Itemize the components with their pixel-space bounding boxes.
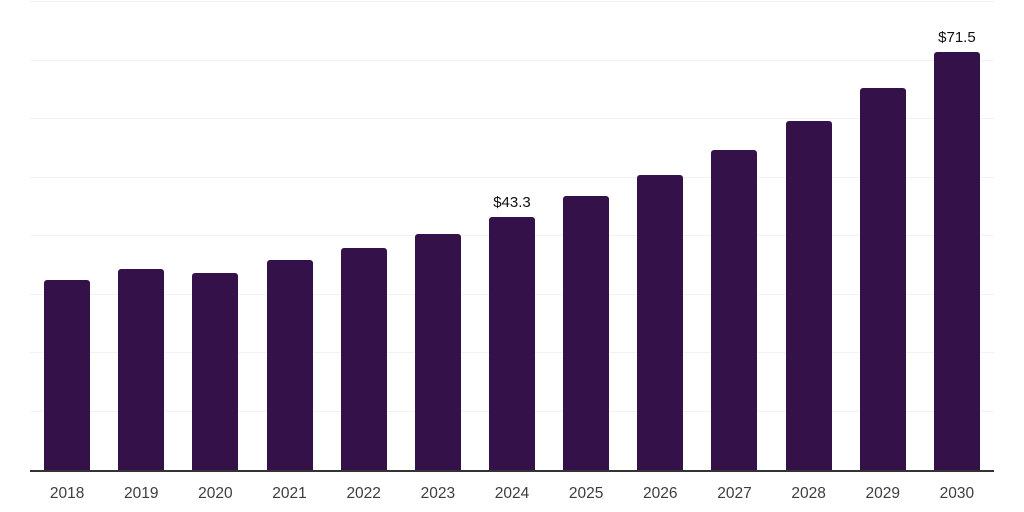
bar-slot-2020 — [178, 2, 252, 470]
bar-slot-2026 — [623, 2, 697, 470]
bar-slot-2027 — [697, 2, 771, 470]
bar-slot-2022 — [327, 2, 401, 470]
bar-slot-2024: $43.3 — [475, 2, 549, 470]
gridline — [30, 118, 994, 119]
bar-data-label-2030: $71.5 — [938, 28, 976, 46]
bar-2030 — [933, 51, 980, 470]
bar-2021 — [266, 260, 313, 470]
x-axis-labels: 2018 2019 2020 2021 2022 2023 2024 2025 2026 2027… — [30, 484, 994, 504]
x-axis-line — [30, 470, 994, 472]
x-tick-label-2025: 2025 — [568, 485, 604, 502]
gridline — [30, 176, 994, 178]
plot-area: $43.3 $71.5 — [30, 1, 994, 470]
x-tick-label-2022: 2022 — [346, 485, 381, 502]
gridline — [30, 59, 994, 61]
bar-2025 — [563, 196, 610, 470]
bar-slot-2028 — [772, 2, 846, 470]
bar-2028 — [785, 120, 832, 470]
gridline — [30, 1, 994, 2]
x-tick-label-2021: 2021 — [272, 485, 307, 502]
x-tick-label-2026: 2026 — [643, 485, 678, 502]
x-tick-label-2020: 2020 — [198, 485, 233, 502]
x-tick-label-2024: 2024 — [494, 485, 530, 502]
bar-2027 — [711, 150, 758, 470]
bar-slot-2029 — [846, 2, 920, 470]
bar-2019 — [118, 269, 165, 470]
bar-2018 — [44, 280, 91, 470]
x-tick-label-2019: 2019 — [123, 485, 159, 502]
x-tick-label-2030: 2030 — [939, 485, 975, 502]
bar-slot-2018 — [30, 2, 104, 470]
bar-slot-2025 — [549, 2, 623, 470]
bar-2023 — [414, 233, 461, 470]
bar-slot-2019 — [104, 2, 178, 470]
x-tick-label-2023: 2023 — [420, 485, 456, 502]
bar-slot-2021 — [252, 2, 326, 470]
bar-2020 — [192, 273, 239, 470]
bar-2029 — [859, 88, 906, 470]
x-tick-label-2029: 2029 — [865, 485, 900, 502]
bar-2024 — [488, 216, 535, 470]
x-tick-label-2028: 2028 — [791, 485, 826, 502]
bar-slot-2030: $71.5 — [920, 2, 994, 470]
bar-data-label-2024: $43.3 — [493, 193, 531, 211]
bar-2022 — [340, 248, 387, 470]
x-tick-label-2027: 2027 — [717, 485, 752, 502]
bar-slot-2023 — [401, 2, 475, 470]
x-tick-label-2018: 2018 — [49, 485, 85, 502]
bar-2026 — [637, 175, 684, 470]
